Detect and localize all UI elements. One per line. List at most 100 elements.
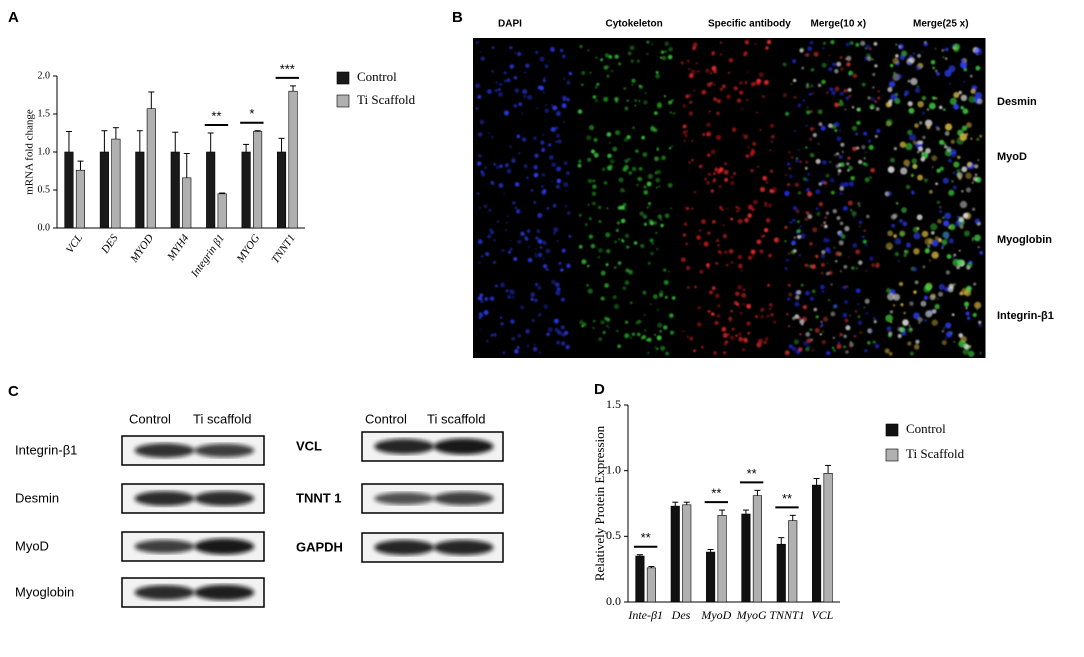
fluorescence [686, 130, 689, 132]
fluorescence [826, 248, 831, 254]
fluorescence [809, 40, 814, 45]
fluorescence [921, 96, 927, 101]
fluorescence [655, 73, 660, 79]
fluorescence [966, 316, 971, 321]
fluorescence [672, 112, 676, 115]
fluorescence [822, 160, 827, 165]
fluorescence [525, 329, 530, 334]
fluorescence [746, 321, 751, 326]
fluorescence [788, 151, 791, 154]
error-bar [207, 132, 214, 152]
fluorescence [660, 218, 663, 221]
fluorescence [607, 153, 612, 159]
fluorescence [740, 269, 743, 272]
fluorescence [949, 97, 957, 105]
fluorescence [504, 79, 507, 83]
fluorescence [713, 97, 718, 102]
fluorescence [744, 39, 750, 45]
fluorescence [941, 340, 947, 346]
error-bar [778, 537, 785, 545]
fluorescence [643, 100, 648, 105]
fluorescence [945, 270, 950, 275]
fluorescence [750, 249, 756, 255]
fluorescence [738, 263, 743, 269]
fluorescence [924, 41, 927, 44]
fluorescence [924, 248, 930, 254]
fluorescence [844, 226, 850, 232]
fluorescence [563, 161, 568, 166]
fluorescence [799, 225, 802, 228]
fluorescence [506, 78, 511, 83]
fluorescence [652, 242, 655, 245]
fluorescence [587, 203, 590, 206]
bar [682, 504, 692, 603]
fluorescence [895, 202, 899, 205]
fluorescence [825, 271, 830, 276]
fluorescence [685, 242, 689, 246]
fluorescence [593, 319, 596, 323]
fluorescence [728, 319, 732, 323]
fluorescence [871, 97, 876, 102]
fluorescence [962, 212, 969, 219]
fluorescence [960, 61, 968, 69]
fluorescence [516, 134, 521, 139]
fluorescence [890, 157, 895, 163]
error-bar [77, 160, 84, 171]
fluorescence [841, 151, 844, 153]
significance-label: ** [211, 108, 221, 123]
fluorescence [716, 239, 719, 242]
fluorescence [533, 201, 537, 204]
fluorescence [805, 178, 809, 182]
fluorescence [930, 59, 936, 65]
fluorescence [919, 121, 923, 125]
fluorescence [623, 137, 629, 142]
fluorescence [834, 69, 839, 74]
y-tick-label: 1.0 [38, 146, 51, 157]
fluorescence [843, 88, 848, 93]
fluorescence [939, 206, 942, 209]
fluorescence [738, 336, 744, 342]
fluorescence [587, 157, 592, 162]
error-bar [672, 501, 679, 507]
significance-label: ** [641, 530, 651, 545]
fluorescence [849, 344, 853, 348]
fluorescence [622, 286, 627, 291]
fluorescence [828, 67, 833, 72]
fluorescence [805, 290, 810, 296]
fluorescence [626, 245, 630, 249]
fluorescence [510, 319, 515, 324]
fluorescence [553, 318, 559, 324]
fluorescence [840, 142, 845, 147]
fluorescence [600, 320, 605, 325]
fluorescence [913, 344, 920, 350]
fluorescence [620, 218, 626, 224]
fluorescence [483, 310, 489, 316]
fluorescence [815, 254, 819, 259]
fluorescence [943, 220, 950, 227]
fluorescence [768, 307, 772, 311]
fluorescence [945, 57, 948, 60]
fluorescence [925, 147, 931, 154]
fluorescence [557, 330, 562, 335]
blot-band [433, 438, 494, 455]
fluorescence [953, 43, 961, 51]
fluorescence [757, 165, 760, 168]
fluorescence [642, 290, 647, 295]
fluorescence [835, 251, 841, 257]
fluorescence [710, 312, 715, 316]
fluorescence [839, 91, 844, 96]
fluorescence [555, 166, 562, 172]
fluorescence [974, 173, 978, 177]
fluorescence [668, 100, 673, 105]
fluorescence [873, 320, 877, 324]
fluorescence [531, 318, 535, 323]
bar [823, 472, 833, 603]
fluorescence [624, 208, 627, 211]
fluorescence [475, 40, 479, 44]
column-header: Merge(25 x) [913, 19, 969, 30]
fluorescence [942, 177, 949, 184]
fluorescence [682, 130, 687, 135]
fluorescence [973, 234, 981, 242]
fluorescence [950, 139, 955, 144]
fluorescence [947, 286, 954, 293]
